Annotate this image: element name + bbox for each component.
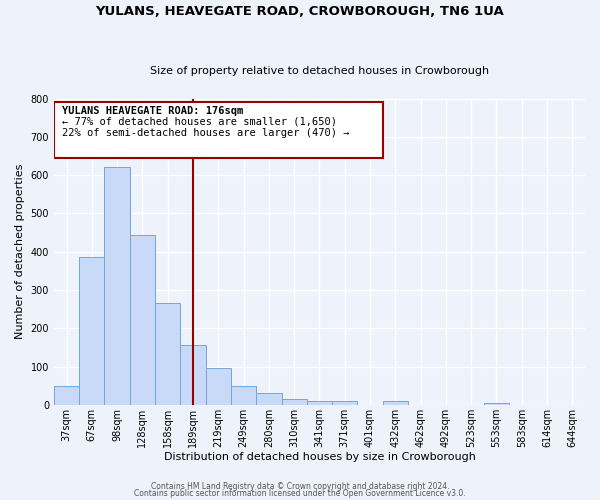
FancyBboxPatch shape	[54, 102, 383, 158]
Bar	[181, 346, 206, 405]
Text: YULANS, HEAVEGATE ROAD, CROWBOROUGH, TN6 1UA: YULANS, HEAVEGATE ROAD, CROWBOROUGH, TN6…	[95, 5, 505, 18]
Bar	[281, 399, 307, 405]
Text: 22% of semi-detached houses are larger (470) →: 22% of semi-detached houses are larger (…	[62, 128, 349, 138]
Bar	[79, 258, 104, 405]
Bar	[104, 166, 130, 405]
Text: Contains public sector information licensed under the Open Government Licence v3: Contains public sector information licen…	[134, 488, 466, 498]
Bar	[307, 401, 332, 405]
Bar	[130, 235, 155, 405]
Bar	[54, 386, 79, 405]
Bar	[484, 403, 509, 405]
Bar	[155, 304, 181, 405]
Bar	[383, 401, 408, 405]
X-axis label: Distribution of detached houses by size in Crowborough: Distribution of detached houses by size …	[164, 452, 475, 462]
Bar	[231, 386, 256, 405]
Text: ← 77% of detached houses are smaller (1,650): ← 77% of detached houses are smaller (1,…	[62, 117, 337, 127]
Bar	[332, 401, 358, 405]
Title: Size of property relative to detached houses in Crowborough: Size of property relative to detached ho…	[150, 66, 489, 76]
Y-axis label: Number of detached properties: Number of detached properties	[15, 164, 25, 340]
Bar	[206, 368, 231, 405]
Bar	[256, 394, 281, 405]
Text: Contains HM Land Registry data © Crown copyright and database right 2024.: Contains HM Land Registry data © Crown c…	[151, 482, 449, 491]
Text: YULANS HEAVEGATE ROAD: 176sqm: YULANS HEAVEGATE ROAD: 176sqm	[62, 106, 243, 116]
